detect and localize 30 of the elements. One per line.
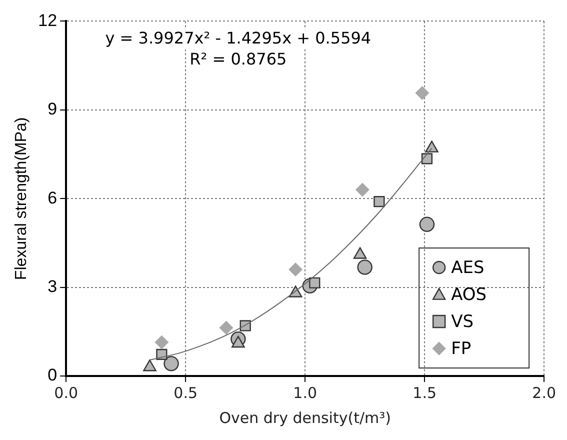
y-tick-label: 9 (48, 100, 58, 119)
legend-label: AES (451, 258, 484, 278)
y-tick-label: 3 (48, 276, 58, 296)
point (288, 262, 303, 277)
point (357, 260, 372, 275)
x-tick-label: 1.0 (293, 384, 318, 402)
x-tick-label: 1.5 (412, 384, 437, 402)
y-tick-label: 6 (48, 188, 58, 208)
point (219, 320, 234, 335)
legend-label: FP (451, 338, 472, 359)
point (232, 336, 245, 348)
point (374, 196, 385, 208)
legend-label: AOS (451, 284, 487, 305)
y-tick-label: 12 (38, 10, 58, 30)
x-axis-title: Oven dry density(t/m³) (219, 408, 391, 427)
x-tick-label: 0.5 (174, 384, 198, 402)
point (421, 153, 433, 164)
point (143, 360, 156, 372)
y-tick-label: 0 (48, 366, 58, 385)
y-axis-title: Flexural strength(MPa) (13, 117, 30, 280)
point (164, 356, 179, 372)
point (415, 86, 430, 100)
legend-label: VS (451, 312, 474, 332)
annotation: y = 3.9927x² - 1.4295x + 0.5594 (105, 28, 372, 48)
point (419, 216, 435, 232)
x-tick-label: 0.0 (54, 384, 78, 402)
point (154, 335, 169, 350)
point (355, 182, 370, 197)
x-tick-label: 2.0 (532, 384, 556, 402)
annotation: R² = 0.8765 (190, 49, 287, 68)
